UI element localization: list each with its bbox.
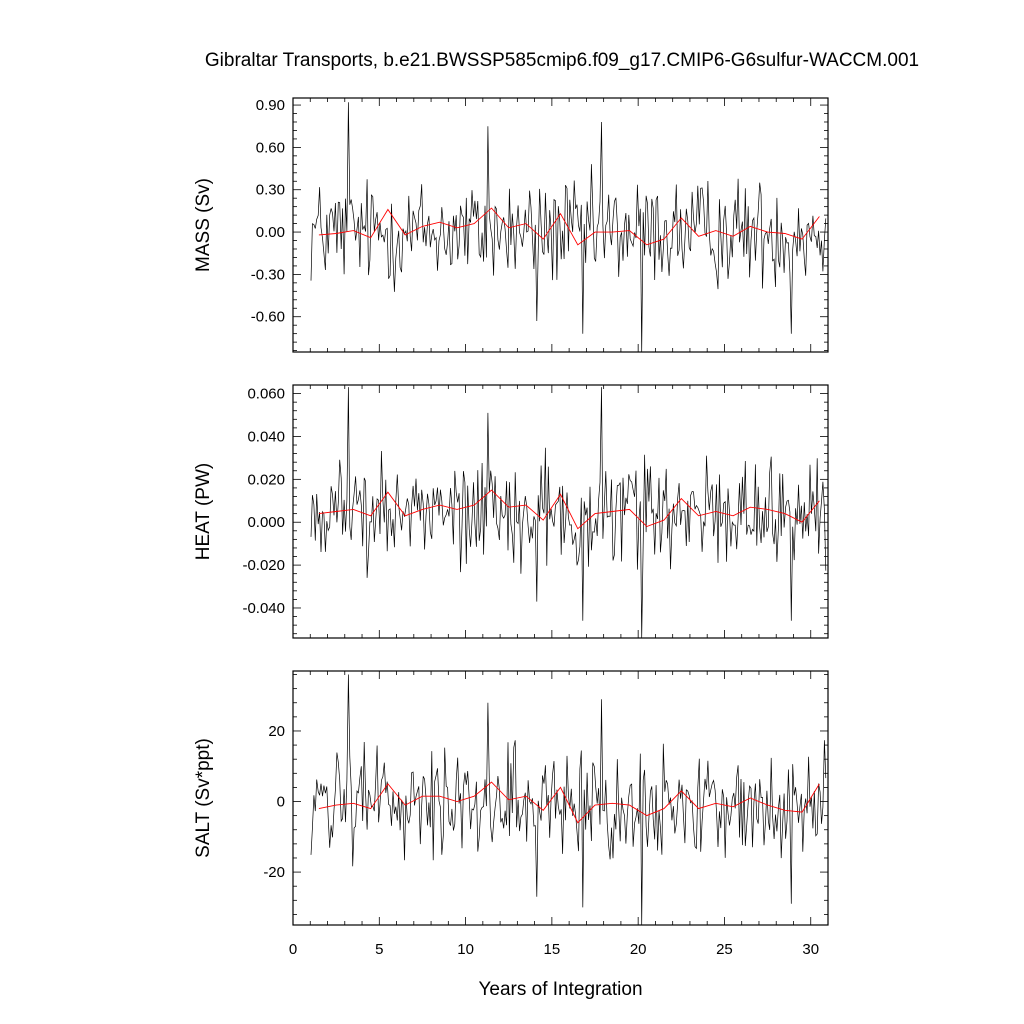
- heat-y-axis-label: HEAT (PW): [193, 463, 214, 560]
- heat-y-tick-label: 0.040: [247, 428, 285, 445]
- salt-x-tick-label: 20: [630, 941, 647, 958]
- mass-monthly-series: [310, 102, 827, 353]
- panel-salt: -20 0 20 SALT (Sv*ppt) 0 5 10 15 20 25 30 Years of …: [193, 670, 829, 1000]
- heat-y-tick-label: 0.000: [247, 514, 285, 531]
- mass-annual-mean-series: [318, 207, 820, 246]
- x-axis-label: Years of Integration: [478, 979, 642, 1000]
- panel-mass: -0.60 -0.30 0.00 0.30 0.60 0.90 MASS (Sv): [193, 97, 829, 353]
- salt-x-tick-label: 5: [375, 941, 383, 958]
- heat-annual-mean-series: [318, 489, 820, 530]
- salt-y-tick-label: 0: [277, 794, 285, 811]
- mass-y-tick-label: 0.60: [256, 139, 285, 156]
- heat-monthly-series: [310, 387, 827, 639]
- mass-y-tick-label: -0.60: [251, 309, 285, 326]
- salt-x-tick-label: 30: [802, 941, 819, 958]
- mass-y-axis-label: MASS (Sv): [193, 178, 214, 272]
- salt-x-tick-label: 0: [289, 941, 297, 958]
- figure-title: Gibraltar Transports, b.e21.BWSSP585cmip…: [205, 50, 919, 71]
- salt-x-tick-label: 10: [457, 941, 474, 958]
- heat-y-tick-label: 0.060: [247, 386, 285, 403]
- salt-x-tick-label: 15: [544, 941, 561, 958]
- mass-y-tick-label: 0.90: [256, 97, 285, 114]
- heat-plot-frame: [292, 384, 829, 639]
- mass-y-tick-label: 0.00: [256, 224, 285, 241]
- salt-annual-mean-series: [318, 781, 820, 824]
- heat-y-tick-label: -0.040: [242, 600, 285, 617]
- salt-y-axis-label: SALT (Sv*ppt): [193, 738, 214, 858]
- salt-y-tick-label: 20: [268, 723, 285, 740]
- salt-y-tick-label: -20: [263, 864, 285, 881]
- salt-plot-frame: [292, 670, 829, 926]
- heat-y-tick-label: -0.020: [242, 557, 285, 574]
- mass-plot-frame: [292, 97, 829, 353]
- panel-heat: -0.040 -0.020 0.000 0.020 0.040 0.060 HEAT (PW…: [193, 384, 829, 639]
- salt-monthly-series: [310, 674, 827, 926]
- salt-x-tick-label: 25: [716, 941, 733, 958]
- mass-y-tick-label: 0.30: [256, 182, 285, 199]
- mass-y-tick-label: -0.30: [251, 266, 285, 283]
- heat-y-tick-label: 0.020: [247, 471, 285, 488]
